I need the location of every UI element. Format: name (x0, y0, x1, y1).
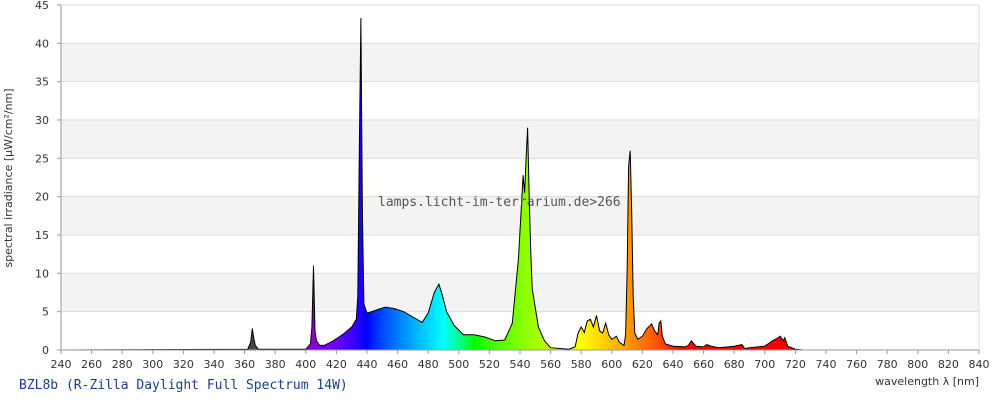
x-tick-label: 560 (540, 358, 561, 371)
grid-band (61, 158, 979, 197)
y-tick-label: 10 (35, 267, 49, 280)
x-tick-label: 260 (81, 358, 102, 371)
x-tick-label: 340 (204, 358, 225, 371)
grid-band (61, 5, 979, 44)
x-tick-label: 420 (326, 358, 347, 371)
x-tick-label: 780 (877, 358, 898, 371)
chart-caption: BZL8b (R-Zilla Daylight Full Spectrum 14… (19, 378, 348, 393)
y-axis-label: spectral irradiance [µW/cm²/nm] (2, 88, 15, 267)
y-tick-label: 15 (35, 229, 49, 242)
x-tick-label: 460 (387, 358, 408, 371)
spectrum-line (60, 17, 964, 351)
x-axis-ticks: 240 260 280 300 320 340 360 380 400 420 440 460 480 5… (51, 350, 990, 371)
x-tick-label: 600 (601, 358, 622, 371)
x-tick-label: 240 (51, 358, 72, 371)
grid-band (61, 120, 979, 159)
y-tick-label: 5 (42, 306, 49, 319)
x-tick-label: 500 (448, 358, 469, 371)
x-tick-label: 520 (479, 358, 500, 371)
x-tick-label: 660 (693, 358, 714, 371)
x-tick-label: 320 (173, 358, 194, 371)
y-tick-label: 0 (42, 344, 49, 357)
x-tick-label: 740 (816, 358, 837, 371)
x-tick-label: 760 (846, 358, 867, 371)
x-tick-label: 440 (357, 358, 378, 371)
x-tick-label: 640 (663, 358, 684, 371)
y-tick-label: 20 (35, 191, 49, 204)
y-tick-label: 40 (35, 37, 49, 50)
x-tick-label: 720 (785, 358, 806, 371)
grid-bands (61, 5, 979, 350)
x-tick-label: 800 (907, 358, 928, 371)
x-tick-label: 820 (938, 358, 959, 371)
y-axis-ticks: 0 5 10 15 20 25 30 35 40 45 (35, 0, 61, 357)
x-tick-label: 380 (265, 358, 286, 371)
y-tick-label: 45 (35, 0, 49, 12)
x-tick-label: 540 (510, 358, 531, 371)
watermark: lamps.licht-im-terrarium.de>266 (378, 195, 621, 210)
grid-band (61, 43, 979, 82)
x-tick-label: 680 (724, 358, 745, 371)
y-tick-label: 25 (35, 152, 49, 165)
x-tick-label: 280 (112, 358, 133, 371)
x-tick-label: 480 (418, 358, 439, 371)
y-tick-label: 30 (35, 114, 49, 127)
x-tick-label: 400 (295, 358, 316, 371)
x-axis-label: wavelength λ [nm] (875, 375, 979, 388)
y-tick-label: 35 (35, 76, 49, 89)
x-tick-label: 840 (969, 358, 990, 371)
x-tick-label: 360 (234, 358, 255, 371)
x-tick-label: 700 (754, 358, 775, 371)
grid-band (61, 81, 979, 120)
x-tick-label: 580 (571, 358, 592, 371)
x-tick-label: 620 (632, 358, 653, 371)
x-tick-label: 300 (142, 358, 163, 371)
